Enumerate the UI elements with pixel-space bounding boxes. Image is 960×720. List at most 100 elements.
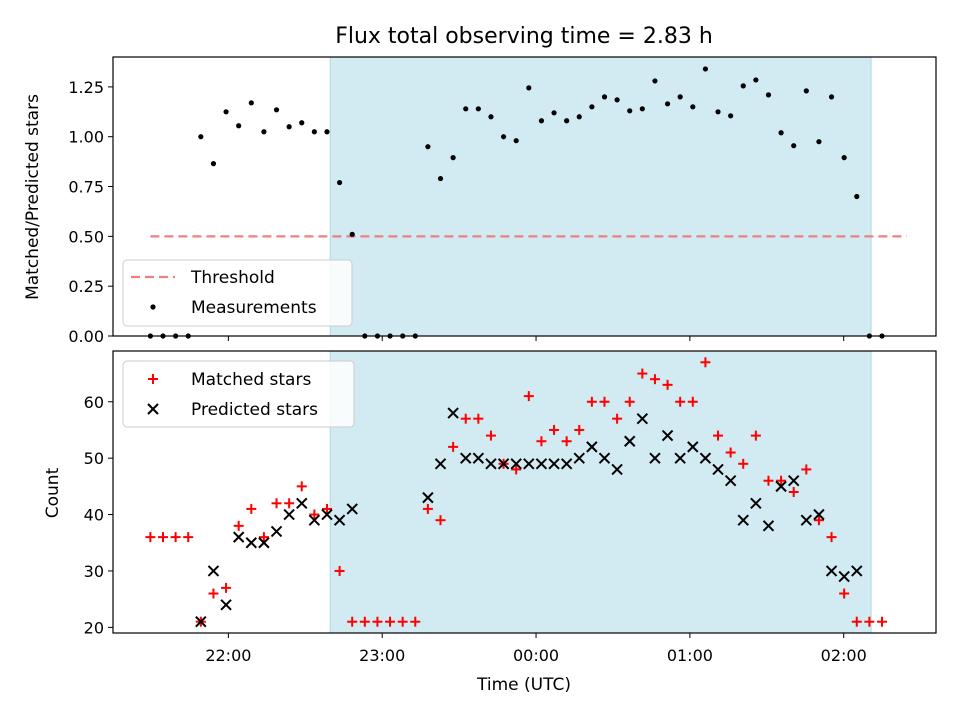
matched-star-marker bbox=[750, 430, 761, 441]
matched-star-marker bbox=[637, 368, 648, 379]
bottom-plot-area: 20 30 40 50 60 22:00 23:00 00:00 01:00 02:00 Match… bbox=[84, 350, 937, 665]
matched-star-marker bbox=[612, 413, 623, 424]
matched-star-marker bbox=[448, 441, 459, 452]
measurement-point bbox=[854, 193, 860, 200]
measurement-point bbox=[627, 108, 633, 114]
top-legend: Threshold Measurements bbox=[122, 259, 353, 327]
matched-star-marker bbox=[460, 413, 471, 424]
y-tick-label: 50 bbox=[84, 449, 104, 468]
measurement-point bbox=[765, 92, 772, 98]
measurement-point bbox=[728, 113, 734, 119]
measurement-point bbox=[564, 118, 570, 124]
predicted-star-marker bbox=[510, 458, 522, 470]
measurement-point bbox=[816, 139, 822, 145]
axes-frame bbox=[112, 350, 937, 634]
measurement-point bbox=[778, 130, 784, 136]
legend-threshold-label: Threshold bbox=[190, 268, 275, 288]
predicted-star-marker bbox=[485, 458, 497, 470]
highlight-span bbox=[329, 56, 872, 337]
predicted-star-marker bbox=[611, 463, 623, 476]
legend-box bbox=[122, 360, 355, 428]
measurement-point bbox=[311, 129, 317, 135]
measurement-point bbox=[589, 104, 595, 110]
matched-star-marker bbox=[788, 487, 799, 497]
matched-star-marker bbox=[233, 520, 244, 531]
matched-star-marker bbox=[713, 430, 724, 441]
measurement-point bbox=[601, 94, 608, 100]
x-tick-label: 02:00 bbox=[821, 646, 867, 665]
predicted-star-marker bbox=[434, 458, 447, 470]
matched-star-marker bbox=[624, 396, 635, 407]
measurement-point bbox=[336, 179, 343, 186]
matched-star-marker bbox=[649, 374, 660, 385]
predicted-star-marker bbox=[661, 429, 674, 442]
predicted-star-marker bbox=[838, 570, 850, 583]
bottom-xlabel: Time (UTC) bbox=[476, 675, 571, 695]
matched-star-marker bbox=[511, 464, 522, 475]
top-chart-title: Flux total observing time = 2.83 h bbox=[335, 24, 713, 49]
measurement-point bbox=[715, 109, 721, 115]
predicted-star-marker bbox=[560, 458, 573, 470]
matched-star-marker bbox=[536, 436, 547, 447]
top-ylabel: Matched/Predicted stars bbox=[23, 94, 43, 300]
matched-star-marker bbox=[826, 532, 837, 543]
matched-star-marker bbox=[385, 616, 396, 627]
predicted-star-marker bbox=[825, 565, 838, 577]
matched-star-marker bbox=[864, 616, 875, 627]
predicted-star-marker bbox=[523, 458, 535, 470]
measurement-point bbox=[639, 106, 645, 112]
matched-star-marker bbox=[422, 503, 433, 514]
matched-star-marker bbox=[258, 532, 269, 543]
x-tick-label: 01:00 bbox=[667, 646, 713, 665]
measurement-point bbox=[273, 107, 280, 113]
predicted-star-marker bbox=[333, 514, 346, 526]
legend-measurement-swatch bbox=[150, 304, 156, 310]
predicted-star-marker bbox=[245, 537, 258, 549]
predicted-star-marker bbox=[762, 520, 775, 532]
measurement-point bbox=[526, 85, 532, 91]
measurement-point bbox=[299, 120, 305, 126]
measurement-point bbox=[702, 66, 709, 72]
measurement-point bbox=[538, 118, 545, 124]
measurement-point bbox=[791, 143, 797, 149]
predicted-star-marker bbox=[851, 565, 863, 577]
measurement-point bbox=[828, 94, 835, 100]
matched-star-marker bbox=[435, 515, 446, 526]
predicted-star-marker bbox=[712, 463, 724, 476]
y-tick-label: 0.25 bbox=[68, 277, 104, 296]
measurement-point bbox=[652, 78, 658, 84]
predicted-star-marker bbox=[283, 508, 295, 521]
predicted-star-marker bbox=[649, 452, 661, 464]
predicted-star-marker bbox=[775, 480, 787, 493]
measurement-point bbox=[513, 138, 519, 144]
predicted-star-marker bbox=[699, 452, 712, 464]
matched-star-marker bbox=[763, 475, 774, 486]
matched-star-marker bbox=[321, 503, 332, 514]
measurement-point bbox=[223, 109, 229, 115]
legend-measurement-label: Measurements bbox=[191, 298, 317, 318]
y-tick-label: 20 bbox=[84, 618, 104, 637]
measurement-point bbox=[690, 104, 696, 110]
y-tick-label: 0.75 bbox=[68, 178, 104, 197]
predicted-star-marker bbox=[447, 407, 459, 419]
predicted-star-marker bbox=[207, 565, 220, 577]
predicted-star-marker bbox=[472, 452, 485, 464]
legend-predicted-swatch bbox=[147, 403, 159, 415]
measurement-point bbox=[664, 101, 671, 107]
measurement-point bbox=[286, 124, 292, 130]
measurement-point bbox=[576, 114, 582, 120]
matched-star-marker bbox=[675, 396, 686, 407]
measurement-point bbox=[425, 144, 431, 150]
y-tick-label: 60 bbox=[84, 393, 104, 412]
axes-frame bbox=[112, 56, 937, 337]
measurement-point bbox=[349, 231, 355, 237]
predicted-star-marker bbox=[750, 497, 762, 509]
predicted-star-marker bbox=[535, 458, 548, 470]
matched-star-marker bbox=[877, 616, 888, 627]
x-tick-label: 00:00 bbox=[513, 646, 559, 665]
measurement-point bbox=[236, 123, 242, 129]
matched-star-marker bbox=[561, 436, 572, 447]
measurement-point bbox=[210, 161, 217, 167]
y-tick-label: 0.50 bbox=[68, 227, 104, 246]
